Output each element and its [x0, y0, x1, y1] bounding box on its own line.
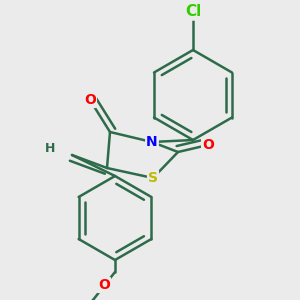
- Text: Cl: Cl: [185, 4, 201, 20]
- Text: S: S: [148, 171, 158, 185]
- Text: H: H: [45, 142, 55, 154]
- Text: O: O: [98, 278, 110, 292]
- Text: O: O: [202, 138, 214, 152]
- Text: N: N: [146, 135, 158, 149]
- Text: O: O: [84, 93, 96, 107]
